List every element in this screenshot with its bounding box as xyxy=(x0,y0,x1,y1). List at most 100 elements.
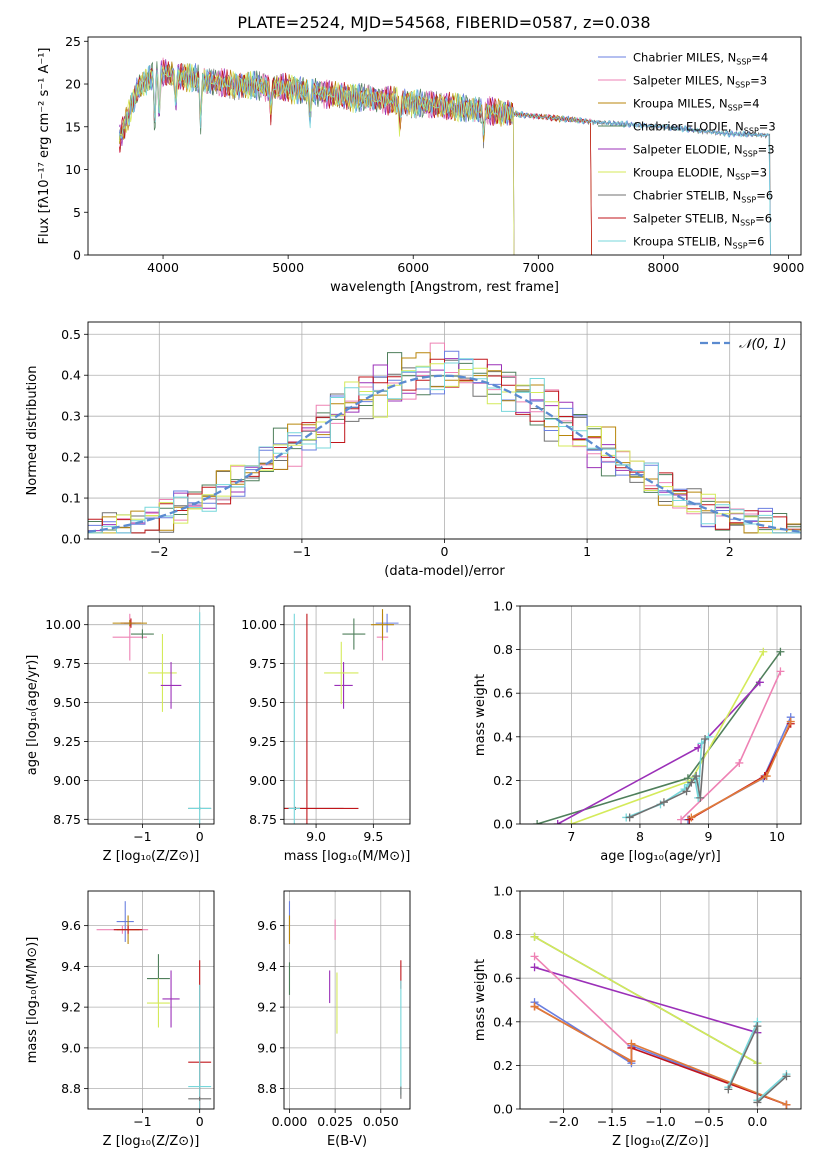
weight-marker xyxy=(759,647,768,656)
tick-label-x: 0.025 xyxy=(317,1114,353,1129)
errorbar-point xyxy=(146,978,170,1028)
tick-label-x: 0 xyxy=(196,1114,204,1129)
tick-label-y: 0.6 xyxy=(493,971,513,986)
tick-label-x: 9000 xyxy=(773,260,805,275)
tick-label-y: 1.0 xyxy=(493,884,513,899)
spectrum-panel: 4000 5000 6000 7000 8000 9000 0 5 10 15 20 25 wavele… xyxy=(37,34,804,295)
weight-marker xyxy=(533,820,542,824)
tick-label-y: 9.75 xyxy=(249,656,277,671)
weight-marker xyxy=(735,758,744,767)
legend-ssp-subscript: SSP xyxy=(736,58,751,67)
weight-marker xyxy=(753,1098,762,1107)
legend-model-name: Chabrier STELIB xyxy=(633,189,725,203)
axis-label-x: mass [log₁₀(M/M⊙)] xyxy=(284,849,411,864)
axis-label-y: mass weight xyxy=(473,959,488,1041)
legend-model-name: Kroupa STELIB xyxy=(633,235,717,249)
tick-label-y: 8.8 xyxy=(61,1081,81,1096)
legend-label: Kroupa MILES, NSSP=4 xyxy=(633,97,760,113)
legend-label: Chabrier STELIB, NSSP=6 xyxy=(633,189,773,205)
weight-marker xyxy=(692,772,701,781)
tick-label-y: 0.0 xyxy=(493,817,513,832)
weight-marker xyxy=(659,798,668,807)
axis-label-y: Normed distribution xyxy=(25,366,40,496)
tick-label-y: 9.25 xyxy=(249,734,277,749)
residuals-panel: −2 −1 0 1 2 0.0 0.1 0.2 0.3 0.4 0.5 (data-model)/er… xyxy=(25,321,802,579)
legend-label: Chabrier MILES, NSSP=4 xyxy=(633,51,768,67)
grid xyxy=(88,606,214,824)
axis-label-x: Z [log₁₀(Z/Z⊙)] xyxy=(103,1134,200,1149)
legend-n-label: , N xyxy=(725,189,741,203)
tick-label-y: 5 xyxy=(73,205,81,220)
tick-label-y: 0.2 xyxy=(493,773,513,788)
weight-line-kroupa-miles xyxy=(534,1005,787,1106)
tick-label-y: 9.00 xyxy=(249,773,277,788)
weight-marker xyxy=(755,678,764,687)
tick-label-x: 2 xyxy=(726,544,734,559)
legend-nssp-value: 4 xyxy=(752,97,759,111)
weight-marker xyxy=(677,815,686,824)
weight-marker xyxy=(687,813,696,822)
errorbar-point xyxy=(284,613,359,824)
axis-label-y: Flux [fλ10⁻¹⁷ erg cm⁻² s⁻¹ A⁻¹] xyxy=(37,48,52,245)
legend-nssp-value: 6 xyxy=(766,189,773,203)
weight-marker xyxy=(786,717,795,726)
tick-label-y: 10.00 xyxy=(241,617,277,632)
weight-line-salpeter-elodie xyxy=(557,681,761,824)
tick-label-y: 0.4 xyxy=(493,1014,513,1029)
legend-equals: = xyxy=(750,166,760,180)
tick-label-x: −1 xyxy=(133,1114,151,1129)
tick-label-y: 9.4 xyxy=(61,959,81,974)
weight-marker xyxy=(762,772,771,781)
legend-n-label: , N xyxy=(712,97,728,111)
tick-label-x: 8 xyxy=(636,829,644,844)
tick-label-x: 0 xyxy=(196,829,204,844)
legend-equals: = xyxy=(759,120,769,134)
legend-nssp-value: 3 xyxy=(767,143,774,157)
tick-label-x: 5000 xyxy=(272,260,304,275)
tick-label-x: 0 xyxy=(441,544,449,559)
tick-label-x: 0.050 xyxy=(363,1114,399,1129)
legend-model-name: Kroupa ELODIE xyxy=(633,166,719,180)
legend-n-label: , N xyxy=(717,235,733,249)
weight-marker xyxy=(782,1100,791,1109)
tick-label-y: 0.2 xyxy=(61,450,81,465)
axis-label-x: (data-model)/error xyxy=(384,564,505,579)
legend-ssp-subscript: SSP xyxy=(728,104,743,113)
tick-label-y: 9.75 xyxy=(53,656,81,671)
weight-marker xyxy=(530,1002,539,1011)
legend-ssp-subscript: SSP xyxy=(733,242,748,251)
legend-n-label: , N xyxy=(727,143,743,157)
tick-label-x: −1 xyxy=(133,829,151,844)
legend-equals: = xyxy=(755,212,765,226)
legend-label: 𝒩(0, 1) xyxy=(739,337,786,352)
tick-label-x: −2 xyxy=(150,544,168,559)
weight-marker xyxy=(753,1022,762,1031)
legend-label: Kroupa ELODIE, NSSP=3 xyxy=(633,166,767,182)
legend-label: Salpeter ELODIE, NSSP=3 xyxy=(633,143,775,159)
plot-area xyxy=(530,932,791,1109)
legend-nssp-value: 6 xyxy=(765,212,772,226)
mass-vs-ebv-panel: 0.000 0.025 0.050 8.8 9.0 9.2 9.4 9.6 E(B-V) xyxy=(257,890,411,1149)
weight-line-salpeter-elodie xyxy=(534,966,758,1034)
tick-label-y: 10 xyxy=(65,162,81,177)
legend-label: Salpeter STELIB, NSSP=6 xyxy=(633,212,772,228)
plot-area xyxy=(288,901,402,1099)
weight-marker xyxy=(625,813,634,822)
weight-vs-age-panel: 7 8 9 10 0.0 0.2 0.4 0.6 0.8 1.0 age [log₁₀(age/yr… xyxy=(473,599,802,864)
legend-model-name: Chabrier MILES xyxy=(633,51,720,65)
tick-label-y: 9.4 xyxy=(257,959,277,974)
weight-marker xyxy=(724,1085,733,1094)
tick-label-x: 9.5 xyxy=(363,829,383,844)
weight-line-chabrier-stelib xyxy=(727,1025,788,1105)
tick-label-y: 9.0 xyxy=(61,1040,81,1055)
tick-label-x: −2.0 xyxy=(548,1114,578,1129)
errorbar-point xyxy=(371,609,394,641)
axes-frame xyxy=(519,605,802,825)
errorbar-point xyxy=(334,662,353,709)
tick-label-y: 9.50 xyxy=(53,695,81,710)
tick-label-y: 9.2 xyxy=(257,1000,277,1015)
legend-label: Chabrier ELODIE, NSSP=3 xyxy=(633,120,776,136)
axis-label-y: mass [log₁₀(M/M⊙)] xyxy=(25,937,40,1064)
legend-model-name: Chabrier ELODIE xyxy=(633,120,728,134)
tick-label-x: −1.0 xyxy=(645,1114,675,1129)
